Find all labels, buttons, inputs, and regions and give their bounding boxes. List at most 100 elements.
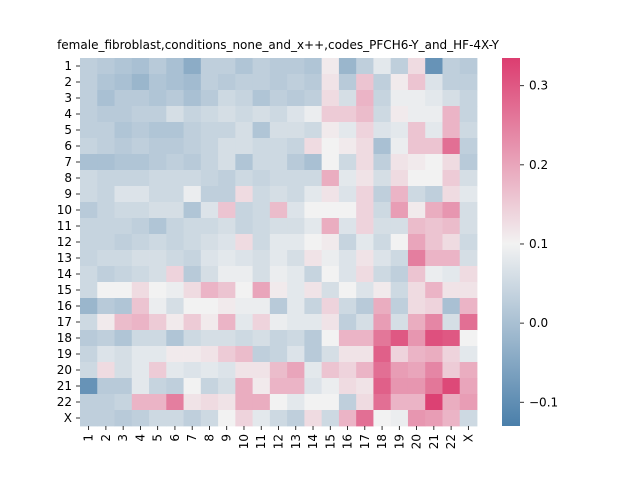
row-label-X: X	[64, 411, 72, 425]
heatmap-cell-1-X	[459, 58, 478, 75]
heatmap-cell-20-22	[442, 362, 461, 379]
heatmap-cell-18-9	[218, 330, 236, 347]
colorbar-tick-label: 0.3	[529, 79, 548, 93]
heatmap-cell-2-9	[218, 74, 236, 91]
column-label-19: 19	[392, 434, 406, 449]
heatmap-cell-7-6	[166, 154, 184, 171]
heatmap-cell-4-8	[200, 106, 219, 123]
heatmap-cell-16-13	[287, 298, 305, 315]
heatmap-cell-15-4	[131, 282, 150, 299]
heatmap-cell-19-22	[442, 346, 461, 363]
heatmap-cell-10-18	[373, 202, 392, 219]
heatmap-cell-4-3	[114, 106, 133, 123]
heatmap-cell-4-20	[407, 106, 426, 123]
heatmap-cell-2-14	[304, 74, 323, 91]
heatmap-cell-19-2	[97, 346, 115, 363]
column-label-12: 12	[272, 434, 286, 449]
heatmap-cell-12-7	[183, 234, 202, 251]
heatmap-cell-12-17	[356, 234, 374, 251]
heatmap-cell-13-15	[321, 250, 340, 267]
row-label-14: 14	[57, 267, 72, 281]
heatmap-cell-12-21	[425, 234, 443, 251]
row-label-5: 5	[64, 123, 72, 137]
heatmap-cell-14-13	[287, 266, 305, 283]
heatmap-cell-22-16	[338, 394, 357, 411]
heatmap-cell-20-20	[407, 362, 426, 379]
heatmap-cell-13-20	[407, 250, 426, 267]
column-label-9: 9	[220, 434, 234, 442]
row-label-10: 10	[57, 203, 72, 217]
heatmap-cell-7-19	[390, 154, 409, 171]
heatmap-cell-18-17	[356, 330, 374, 347]
heatmap-cell-15-16	[338, 282, 357, 299]
heatmap-cell-2-17	[356, 74, 374, 91]
heatmap-cell-20-11	[252, 362, 271, 379]
heatmap-cell-13-4	[131, 250, 150, 267]
heatmap-cell-10-14	[304, 202, 323, 219]
heatmap-cell-7-7	[183, 154, 202, 171]
heatmap-cell-13-5	[149, 250, 167, 267]
heatmap-cell-1-16	[338, 58, 357, 75]
heatmap-cell-5-X	[459, 122, 478, 139]
heatmap-cell-20-9	[218, 362, 236, 379]
row-label-13: 13	[57, 251, 72, 265]
heatmap-cell-10-7	[183, 202, 202, 219]
heatmap-cell-7-16	[338, 154, 357, 171]
heatmap-cell-18-10	[235, 330, 254, 347]
heatmap-cell-14-14	[304, 266, 323, 283]
heatmap-cell-2-8	[200, 74, 219, 91]
heatmap-cell-11-7	[183, 218, 202, 235]
heatmap-cell-5-12	[269, 122, 288, 139]
heatmap-cell-3-9	[218, 90, 236, 107]
heatmap-cell-8-1	[80, 170, 98, 187]
heatmap-cell-17-X	[459, 314, 478, 331]
heatmap-cell-4-12	[269, 106, 288, 123]
row-label-19: 19	[57, 347, 72, 361]
heatmap-cell-2-19	[390, 74, 409, 91]
heatmap-cell-3-5	[149, 90, 167, 107]
heatmap-cell-5-4	[131, 122, 150, 139]
heatmap-cell-14-2	[97, 266, 115, 283]
heatmap-cell-11-18	[373, 218, 392, 235]
heatmap-cell-8-12	[269, 170, 288, 187]
heatmap-cell-12-22	[442, 234, 461, 251]
heatmap-cell-16-22	[442, 298, 461, 315]
heatmap-cell-7-12	[269, 154, 288, 171]
heatmap-cell-17-7	[183, 314, 202, 331]
heatmap-cell-10-X	[459, 202, 478, 219]
row-label-7: 7	[64, 155, 72, 169]
heatmap-cell-18-22	[442, 330, 461, 347]
heatmap-cell-13-6	[166, 250, 184, 267]
heatmap-cell-13-2	[97, 250, 115, 267]
heatmap-cell-X-22	[442, 410, 461, 427]
heatmap-cells	[80, 58, 478, 427]
heatmap-cell-X-1	[80, 410, 98, 427]
heatmap-cell-2-12	[269, 74, 288, 91]
heatmap-cell-22-19	[390, 394, 409, 411]
heatmap-cell-18-11	[252, 330, 271, 347]
heatmap-cell-1-8	[200, 58, 219, 75]
heatmap-cell-6-5	[149, 138, 167, 155]
heatmap-cell-7-22	[442, 154, 461, 171]
heatmap-cell-6-22	[442, 138, 461, 155]
heatmap-cell-21-18	[373, 378, 392, 395]
heatmap-cell-2-1	[80, 74, 98, 91]
heatmap-cell-X-20	[407, 410, 426, 427]
heatmap-cell-16-21	[425, 298, 443, 315]
heatmap-cell-11-16	[338, 218, 357, 235]
heatmap-cell-12-20	[407, 234, 426, 251]
heatmap-cell-2-13	[287, 74, 305, 91]
heatmap-cell-12-9	[218, 234, 236, 251]
heatmap-cell-12-4	[131, 234, 150, 251]
heatmap-cell-7-13	[287, 154, 305, 171]
colorbar-tick-label: 0.1	[529, 237, 548, 251]
heatmap-cell-9-19	[390, 186, 409, 203]
heatmap-cell-14-X	[459, 266, 478, 283]
heatmap-cell-5-20	[407, 122, 426, 139]
heatmap-cell-1-1	[80, 58, 98, 75]
heatmap-cell-22-12	[269, 394, 288, 411]
heatmap-cell-19-13	[287, 346, 305, 363]
heatmap-cell-18-19	[390, 330, 409, 347]
heatmap-cell-1-17	[356, 58, 374, 75]
